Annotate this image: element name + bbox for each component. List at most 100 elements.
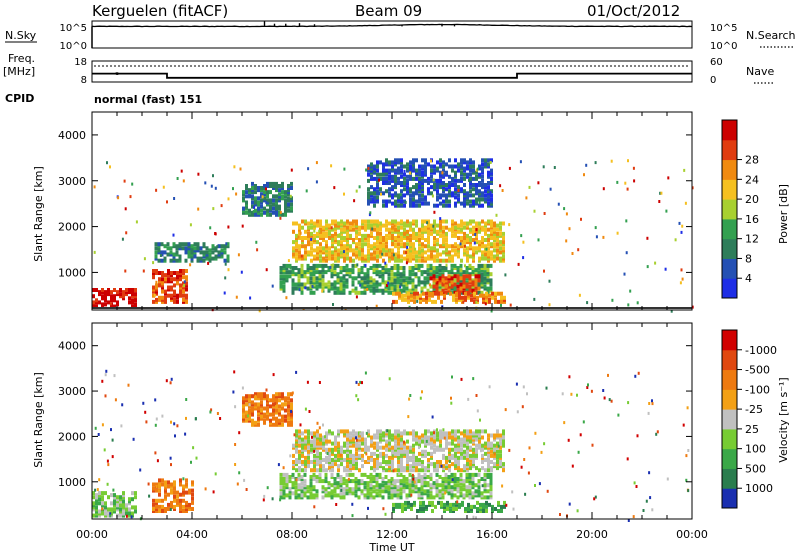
echo-cell bbox=[92, 501, 95, 506]
echo-cell bbox=[340, 458, 343, 462]
echo-cell bbox=[460, 170, 463, 175]
echo-cell bbox=[481, 447, 484, 452]
echo-cell bbox=[388, 181, 391, 185]
echo-cell bbox=[496, 227, 499, 232]
echo-cell bbox=[248, 408, 251, 413]
echo-cell bbox=[496, 252, 499, 257]
echo-cell bbox=[457, 236, 460, 240]
echo-cell bbox=[367, 458, 370, 462]
echo-cell bbox=[343, 441, 346, 446]
echo-cell bbox=[356, 263, 359, 267]
echo-cell bbox=[481, 484, 484, 488]
echo-cell bbox=[337, 451, 340, 456]
echo-cell bbox=[396, 284, 400, 289]
echo-cell bbox=[342, 274, 346, 279]
echo-cell bbox=[426, 268, 430, 273]
echo-cell bbox=[349, 449, 352, 454]
echo-cell bbox=[330, 226, 333, 230]
echo-cell bbox=[486, 472, 490, 477]
echo-cell bbox=[349, 233, 352, 238]
echo-cell bbox=[301, 240, 304, 245]
echo-cell bbox=[490, 229, 493, 234]
echo-cell bbox=[418, 193, 421, 198]
echo-cell bbox=[442, 193, 445, 198]
echo-cell bbox=[445, 162, 448, 167]
echo-cell bbox=[411, 473, 414, 477]
echo-cell bbox=[460, 431, 463, 436]
echo-cell bbox=[429, 475, 433, 479]
echo-cell bbox=[463, 464, 466, 469]
colorbar-cell bbox=[722, 139, 737, 161]
echo-cell bbox=[304, 250, 307, 255]
echo-cell bbox=[278, 408, 281, 413]
echo-cell bbox=[170, 297, 173, 302]
echo-cell bbox=[384, 268, 388, 273]
echo-cell bbox=[205, 256, 209, 261]
echo-cell bbox=[144, 410, 147, 414]
echo-cell bbox=[466, 458, 469, 462]
echo-cell bbox=[263, 396, 266, 401]
echo-cell bbox=[655, 432, 658, 436]
echo-cell bbox=[415, 258, 418, 263]
echo-cell bbox=[260, 204, 263, 209]
echo-cell bbox=[496, 466, 499, 471]
echo-cell bbox=[189, 223, 192, 227]
echo-cell bbox=[304, 244, 307, 249]
echo-cell bbox=[409, 171, 412, 175]
echo-cell bbox=[167, 492, 170, 497]
echo-cell bbox=[375, 493, 379, 498]
echo-cell bbox=[377, 221, 380, 225]
echo-cell bbox=[388, 447, 391, 452]
echo-cell bbox=[288, 274, 292, 279]
echo-cell bbox=[315, 479, 319, 484]
echo-cell bbox=[482, 295, 485, 300]
echo-cell bbox=[426, 276, 430, 281]
echo-cell bbox=[424, 466, 427, 471]
echo-cell bbox=[298, 439, 301, 444]
echo-cell bbox=[463, 197, 466, 202]
echo-cell bbox=[234, 463, 237, 466]
echo-cell bbox=[471, 268, 475, 273]
echo-cell bbox=[635, 485, 638, 488]
freq-marker: ₑ bbox=[115, 67, 119, 78]
echo-cell bbox=[487, 219, 490, 224]
echo-cell bbox=[680, 268, 683, 272]
echo-cell bbox=[131, 304, 134, 309]
echo-cell bbox=[98, 497, 101, 502]
x-tick-label: 08:00 bbox=[276, 528, 308, 541]
echo-cell bbox=[543, 212, 546, 215]
echo-cell bbox=[170, 295, 173, 300]
colorbar-cell bbox=[722, 199, 737, 220]
echo-cell bbox=[269, 412, 272, 417]
echo-cell bbox=[469, 466, 472, 471]
echo-cell bbox=[388, 433, 391, 438]
echo-cell bbox=[429, 266, 433, 270]
echo-cell bbox=[460, 164, 463, 169]
echo-cell bbox=[248, 192, 251, 197]
echo-cell bbox=[490, 460, 493, 464]
echo-cell bbox=[490, 466, 493, 471]
echo-cell bbox=[376, 244, 379, 249]
echo-cell bbox=[266, 190, 269, 195]
echo-cell bbox=[577, 248, 580, 252]
x-tick-label: 00:00 bbox=[76, 528, 108, 541]
echo-cell bbox=[254, 196, 257, 201]
echo-cell bbox=[450, 280, 454, 285]
echo-cell bbox=[405, 483, 409, 488]
echo-cell bbox=[543, 269, 545, 273]
echo-cell bbox=[318, 274, 322, 279]
echo-cell bbox=[342, 268, 346, 273]
echo-cell bbox=[193, 252, 197, 257]
echo-cell bbox=[176, 299, 179, 304]
echo-cell bbox=[279, 491, 283, 496]
echo-cell bbox=[480, 477, 484, 481]
echo-cell bbox=[318, 284, 322, 289]
echo-cell bbox=[469, 240, 472, 245]
echo-cell bbox=[397, 433, 400, 438]
echo-cell bbox=[385, 468, 388, 473]
echo-cell bbox=[478, 258, 481, 263]
echo-cell bbox=[424, 164, 427, 169]
echo-cell bbox=[499, 225, 502, 230]
echo-cell bbox=[468, 266, 472, 270]
echo-cell bbox=[190, 252, 194, 257]
